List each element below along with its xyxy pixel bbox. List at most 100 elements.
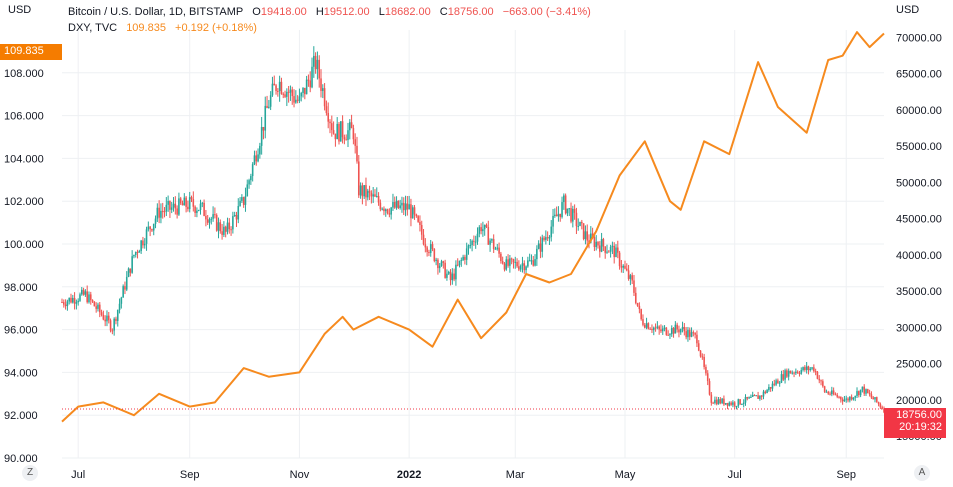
- btc-candle: [194, 206, 196, 213]
- btc-candle: [645, 323, 648, 328]
- btc-candle: [816, 371, 819, 379]
- btc-candle: [183, 197, 186, 206]
- btc-candle: [219, 222, 222, 232]
- btc-candle: [169, 200, 171, 210]
- btc-candle: [165, 204, 168, 212]
- btc-candle: [541, 237, 544, 252]
- btc-candle: [262, 126, 265, 131]
- btc-candle: [269, 95, 272, 107]
- btc-candle: [125, 276, 128, 290]
- btc-candle: [762, 391, 765, 397]
- btc-candle: [622, 265, 624, 268]
- btc-candle: [640, 309, 642, 320]
- btc-candle: [338, 123, 340, 142]
- btc-candle: [679, 329, 682, 333]
- btc-candle: [246, 184, 249, 197]
- btc-candle: [280, 81, 283, 94]
- btc-candle: [527, 260, 529, 267]
- btc-candle: [616, 247, 619, 253]
- left-tick-label: 98.000: [4, 282, 38, 294]
- time-axis-ticks: Jul Sep Nov 2022 Mar May Jul Sep: [71, 469, 856, 481]
- btc-candle: [485, 224, 488, 228]
- btc-candle: [732, 402, 734, 405]
- btc-candle: [822, 381, 824, 387]
- btc-candle: [712, 402, 714, 404]
- btc-candle: [172, 203, 175, 208]
- btc-candle: [559, 213, 562, 218]
- btc-candle: [273, 83, 276, 86]
- btc-candle: [354, 139, 356, 146]
- btc-candle: [381, 208, 383, 210]
- btc-candle: [176, 208, 178, 215]
- btc-candle: [250, 176, 252, 181]
- btc-candle: [678, 329, 680, 333]
- btc-candle: [174, 203, 177, 209]
- left-tick-label: 96.000: [4, 325, 38, 337]
- btc-candle: [158, 207, 160, 218]
- btc-candle: [658, 326, 660, 330]
- btc-candle: [858, 391, 860, 396]
- btc-candle: [595, 241, 598, 248]
- btc-candle: [435, 259, 437, 262]
- btc-candle: [451, 273, 454, 281]
- btc-candle: [746, 396, 749, 399]
- btc-candle: [138, 250, 141, 253]
- btc-candle: [82, 289, 85, 295]
- btc-candle: [428, 252, 430, 254]
- btc-candle: [149, 226, 151, 230]
- btc-candle: [661, 328, 664, 332]
- btc-candle: [142, 240, 144, 246]
- btc-candle: [140, 240, 142, 251]
- btc-candle: [512, 259, 515, 263]
- left-axis-unit: USD: [8, 4, 32, 16]
- btc-legend[interactable]: Bitcoin / U.S. Dollar, 1D, BITSTAMP O194…: [68, 6, 597, 18]
- btc-candle: [199, 203, 202, 210]
- btc-candle: [760, 395, 763, 397]
- btc-candle: [366, 190, 369, 198]
- btc-candle: [847, 398, 849, 401]
- btc-candle: [323, 88, 326, 107]
- btc-candle: [841, 399, 844, 402]
- btc-candle: [498, 247, 500, 254]
- btc-candle: [133, 254, 135, 257]
- right-axis-unit: USD: [896, 4, 920, 16]
- btc-candle: [471, 240, 473, 245]
- btc-candle: [97, 304, 99, 309]
- btc-candle: [298, 96, 301, 101]
- btc-candle: [753, 394, 756, 396]
- btc-candle: [408, 204, 410, 210]
- btc-candle: [832, 390, 835, 395]
- btc-candle: [424, 244, 427, 248]
- time-tick-label: May: [615, 469, 636, 481]
- btc-candle: [706, 373, 709, 382]
- btc-candle: [107, 315, 110, 321]
- btc-candle: [372, 194, 374, 197]
- timezone-button[interactable]: Z: [22, 465, 38, 481]
- btc-candle: [769, 387, 772, 389]
- btc-candle: [829, 393, 831, 395]
- btc-candle: [192, 199, 195, 207]
- btc-candle: [359, 185, 362, 196]
- dxy-legend[interactable]: DXY, TVC 109.835 +0.192 (+0.18%): [68, 22, 263, 34]
- btc-candle: [850, 396, 853, 400]
- btc-candle: [834, 394, 837, 396]
- auto-scale-button[interactable]: A: [914, 465, 930, 481]
- btc-candle: [248, 180, 250, 185]
- btc-candle: [874, 397, 876, 400]
- dxy-title: DXY, TVC: [68, 22, 118, 34]
- btc-candle: [739, 399, 741, 405]
- btc-candle: [733, 402, 736, 407]
- btc-candle: [649, 328, 651, 330]
- btc-candle: [357, 161, 360, 196]
- btc-last-price-badge: 18756.00 20:19:32: [884, 408, 946, 438]
- btc-candle: [624, 265, 626, 269]
- btc-candle: [600, 239, 603, 252]
- btc-candle: [259, 145, 261, 155]
- btc-candle: [503, 263, 506, 270]
- btc-candle: [687, 329, 689, 338]
- btc-candle: [316, 59, 319, 70]
- btc-candle: [539, 243, 542, 252]
- btc-candle: [116, 309, 119, 321]
- btc-candle: [196, 210, 198, 213]
